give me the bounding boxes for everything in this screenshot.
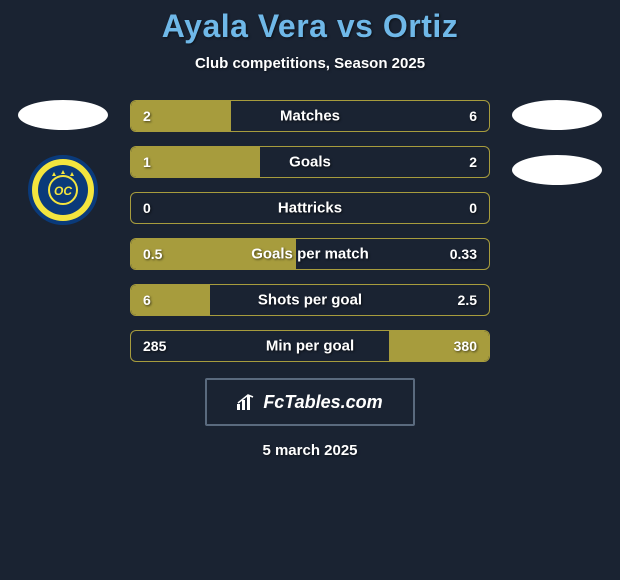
stat-label: Goals per match <box>131 246 489 263</box>
team-badge-left-icon: OC <box>36 163 90 217</box>
page-subtitle: Club competitions, Season 2025 <box>195 55 425 72</box>
stat-label: Goals <box>131 154 489 171</box>
stat-value-right: 0 <box>469 200 477 216</box>
brand-icon <box>237 394 257 410</box>
stat-label: Shots per goal <box>131 292 489 309</box>
date-text: 5 march 2025 <box>262 442 357 459</box>
brand-text: FcTables.com <box>263 392 382 413</box>
stat-value-right: 0.33 <box>450 246 477 262</box>
stats-column: 2Matches61Goals20Hattricks00.5Goals per … <box>130 100 490 362</box>
left-column: OC <box>8 100 118 362</box>
stat-bar: 2Matches6 <box>130 100 490 132</box>
stat-value-right: 2 <box>469 154 477 170</box>
stat-bar: 0Hattricks0 <box>130 192 490 224</box>
stat-label: Matches <box>131 108 489 125</box>
stat-bar: 1Goals2 <box>130 146 490 178</box>
stat-value-right: 6 <box>469 108 477 124</box>
team-badge-left: OC <box>28 155 98 225</box>
stat-label: Min per goal <box>131 338 489 355</box>
page-title: Ayala Vera vs Ortiz <box>162 8 458 45</box>
stat-value-right: 2.5 <box>458 292 477 308</box>
svg-text:OC: OC <box>54 184 72 198</box>
player-avatar-right-2 <box>512 155 602 185</box>
stat-bar: 0.5Goals per match0.33 <box>130 238 490 270</box>
stat-bar: 6Shots per goal2.5 <box>130 284 490 316</box>
stat-value-right: 380 <box>454 338 477 354</box>
stat-bar: 285Min per goal380 <box>130 330 490 362</box>
player-avatar-left <box>18 100 108 130</box>
stat-label: Hattricks <box>131 200 489 217</box>
content-row: OC 2Matches61Goals20Hattricks00.5Goals p… <box>0 100 620 362</box>
right-column <box>502 100 612 362</box>
infographic-container: Ayala Vera vs Ortiz Club competitions, S… <box>0 0 620 580</box>
player-avatar-right-1 <box>512 100 602 130</box>
brand-box: FcTables.com <box>205 378 415 426</box>
